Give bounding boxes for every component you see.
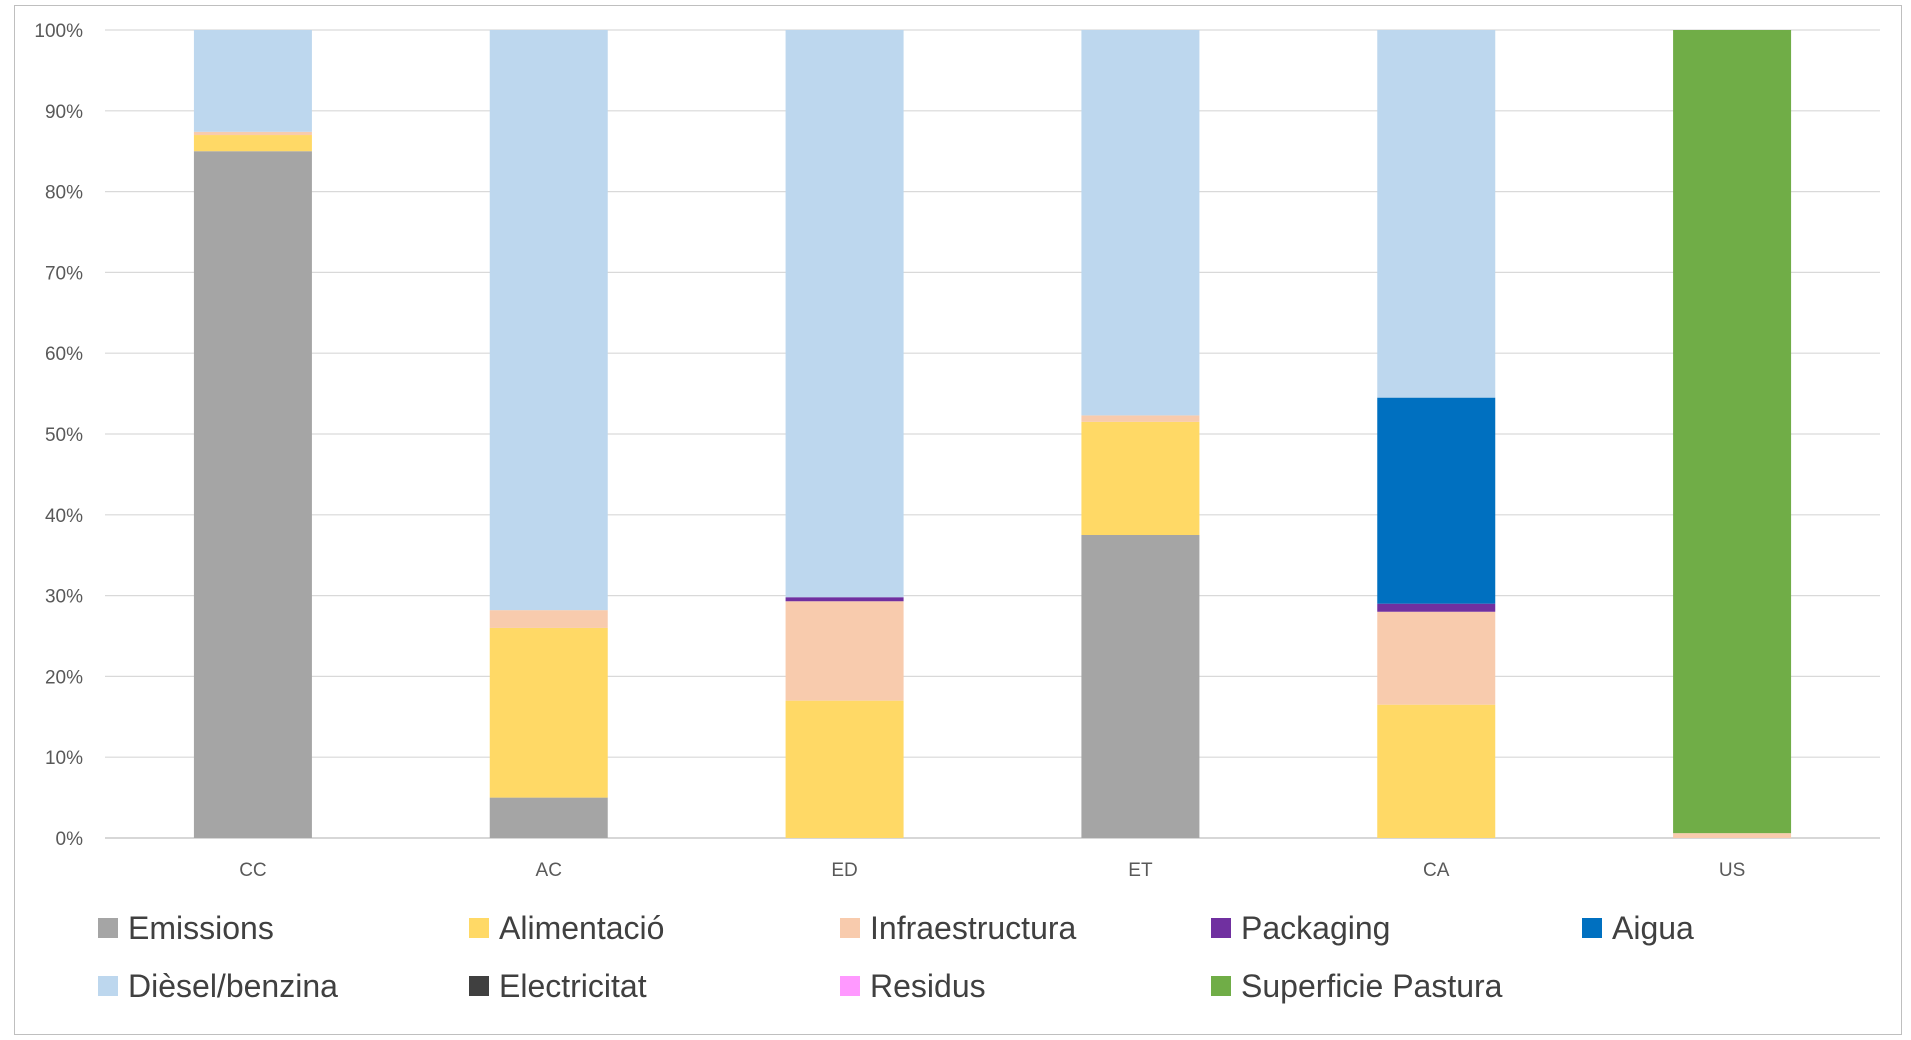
- y-tick-label: 40%: [45, 506, 83, 527]
- bar-segment: [785, 30, 904, 598]
- chart-frame: [14, 5, 1902, 1035]
- bars: [193, 30, 1792, 838]
- bar-segment: [1377, 30, 1496, 398]
- bar-segment: [785, 601, 904, 701]
- y-tick-label: 20%: [45, 667, 83, 688]
- y-tick-label: 10%: [45, 748, 83, 769]
- y-tick-label: 80%: [45, 183, 83, 204]
- legend-swatch: [840, 918, 860, 938]
- x-axis-ticks: CC AC ED ET CA US: [239, 860, 1745, 881]
- bar-segment: [1377, 704, 1496, 838]
- bar-segment: [489, 30, 608, 611]
- legend-item: Aigua: [1582, 910, 1694, 946]
- bar-segment: [1081, 535, 1200, 838]
- bar-segment: [785, 597, 904, 602]
- legend-label: Packaging: [1241, 910, 1390, 946]
- legend-label: Infraestructura: [870, 910, 1077, 946]
- y-tick-label: 0%: [56, 829, 84, 850]
- legend-item: Infraestructura: [840, 910, 1077, 946]
- bar-segment: [193, 131, 312, 136]
- legend-swatch: [98, 976, 118, 996]
- bar-segment: [1081, 30, 1200, 416]
- legend-swatch: [1211, 976, 1231, 996]
- bar-segment: [1377, 397, 1496, 604]
- y-tick-label: 60%: [45, 344, 83, 365]
- y-tick-label: 100%: [34, 21, 83, 42]
- legend-item: Dièsel/benzina: [98, 968, 338, 1004]
- y-tick-label: 30%: [45, 587, 83, 608]
- legend-swatch: [840, 976, 860, 996]
- legend-swatch: [469, 918, 489, 938]
- x-tick-label: CC: [239, 860, 266, 881]
- x-tick-label: ED: [831, 860, 857, 881]
- legend-label: Residus: [870, 968, 986, 1004]
- bar-segment: [785, 700, 904, 838]
- legend-swatch: [1211, 918, 1231, 938]
- x-tick-label: ET: [1128, 860, 1153, 881]
- y-tick-label: 90%: [45, 102, 83, 123]
- bar-segment: [193, 30, 312, 132]
- bar-segment: [489, 627, 608, 798]
- gridlines: [105, 29, 1880, 839]
- x-tick-label: AC: [536, 860, 562, 881]
- legend-item: Residus: [840, 968, 986, 1004]
- bar-segment: [193, 151, 312, 838]
- bar-segment: [1673, 833, 1792, 838]
- bar-segment: [489, 610, 608, 628]
- legend-swatch: [1582, 918, 1602, 938]
- bar-segment: [1377, 603, 1496, 612]
- legend-item: Packaging: [1211, 910, 1390, 946]
- legend-swatch: [98, 918, 118, 938]
- legend-item: Alimentació: [469, 910, 664, 946]
- legend-label: Emissions: [128, 910, 274, 946]
- y-axis-ticks: 0% 10% 20% 30% 40% 50% 60% 70% 80% 90% 100%: [34, 21, 83, 850]
- legend-item: Emissions: [98, 910, 274, 946]
- bar-segment: [1081, 421, 1200, 535]
- y-tick-label: 50%: [45, 425, 83, 446]
- legend-label: Dièsel/benzina: [128, 968, 338, 1004]
- legend-label: Superficie Pastura: [1241, 968, 1503, 1004]
- bar-segment: [489, 797, 608, 838]
- legend-label: Electricitat: [499, 968, 647, 1004]
- y-tick-label: 70%: [45, 263, 83, 284]
- legend-item: Superficie Pastura: [1211, 968, 1503, 1004]
- legend-label: Alimentació: [499, 910, 664, 946]
- bar-segment: [1081, 415, 1200, 422]
- legend-item: Electricitat: [469, 968, 647, 1004]
- bar-segment: [1377, 611, 1496, 705]
- x-tick-label: CA: [1423, 860, 1450, 881]
- legend-swatch: [469, 976, 489, 996]
- legend-label: Aigua: [1612, 910, 1694, 946]
- x-tick-label: US: [1719, 860, 1745, 881]
- bar-segment: [193, 135, 312, 152]
- legend: Emissions Alimentació Infraestructura Packa…: [98, 910, 1694, 1004]
- bar-segment: [1673, 30, 1792, 834]
